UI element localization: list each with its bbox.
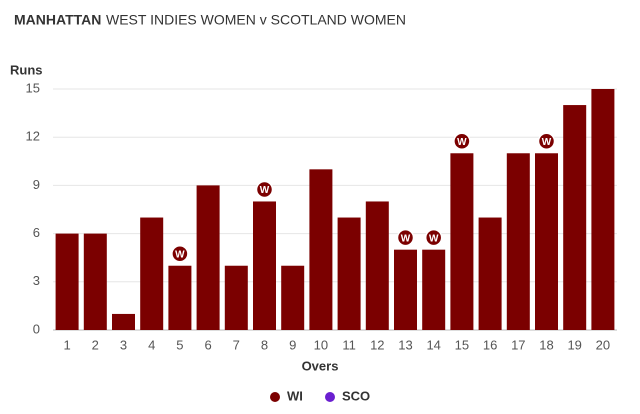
y-tick-label: 0: [33, 321, 40, 336]
x-tick-label: 10: [314, 337, 328, 352]
bar: [281, 265, 305, 330]
bar: [112, 313, 135, 330]
legend-swatch: [270, 392, 280, 402]
x-tick-label: 2: [92, 337, 99, 352]
wicket-label: W: [457, 137, 467, 148]
bar: [337, 217, 361, 330]
chart-subtitle: WEST INDIES WOMEN v SCOTLAND WOMEN: [106, 12, 406, 28]
bar: [196, 185, 220, 330]
bar: [478, 217, 502, 330]
bar: [309, 169, 333, 330]
bar: [535, 153, 558, 330]
x-tick-label: 5: [176, 337, 183, 352]
wicket-marker: [171, 244, 189, 263]
wicket-label: W: [429, 233, 439, 244]
wicket-label: W: [175, 249, 185, 260]
x-tick-label: 15: [455, 337, 469, 352]
x-tick-label: 1: [63, 337, 70, 352]
x-tick-label: 9: [289, 337, 296, 352]
wicket-marker: [255, 180, 274, 199]
x-tick-label: 6: [204, 337, 211, 352]
bar: [140, 217, 164, 330]
x-tick-label: 11: [342, 337, 356, 352]
x-tick-label: 17: [511, 337, 525, 352]
y-tick-label: 3: [33, 273, 40, 288]
wicket-marker: [453, 132, 471, 151]
x-tick-label: 7: [233, 337, 240, 352]
bar: [450, 153, 474, 330]
y-tick-label: 6: [33, 225, 40, 240]
x-tick-label: 19: [567, 337, 581, 352]
bar: [422, 249, 446, 330]
legend-label: WI: [287, 388, 303, 403]
x-tick-label: 8: [261, 337, 268, 352]
x-tick-label: 14: [426, 337, 440, 352]
wicket-label: W: [542, 137, 552, 148]
x-tick-label: 16: [483, 337, 497, 352]
x-tick-label: 18: [539, 337, 553, 352]
bar: [394, 249, 417, 330]
bar: [591, 89, 615, 330]
y-tick-label: 15: [26, 80, 40, 95]
chart-title: MANHATTAN: [14, 12, 101, 28]
y-tick-label: 9: [33, 177, 40, 192]
wicket-label: W: [401, 233, 411, 244]
bar: [563, 105, 587, 330]
bar: [506, 153, 530, 330]
legend-label: SCO: [342, 388, 370, 403]
wicket-marker: [537, 132, 556, 151]
bar: [365, 201, 389, 330]
y-tick-label: 12: [26, 129, 40, 144]
bar: [83, 233, 107, 330]
x-axis-label: Overs: [302, 358, 339, 373]
bar: [224, 265, 248, 330]
x-tick-label: 13: [398, 337, 412, 352]
wicket-marker: [424, 228, 443, 247]
x-tick-label: 3: [120, 337, 127, 352]
wicket-marker: [396, 228, 415, 247]
bar: [253, 201, 276, 330]
legend-swatch: [325, 392, 335, 402]
x-tick-label: 12: [370, 337, 384, 352]
wicket-label: W: [260, 185, 270, 196]
bar: [55, 233, 79, 330]
x-tick-label: 20: [596, 337, 610, 352]
x-tick-label: 4: [148, 337, 155, 352]
bar: [168, 265, 192, 330]
y-axis-label: Runs: [10, 62, 43, 77]
